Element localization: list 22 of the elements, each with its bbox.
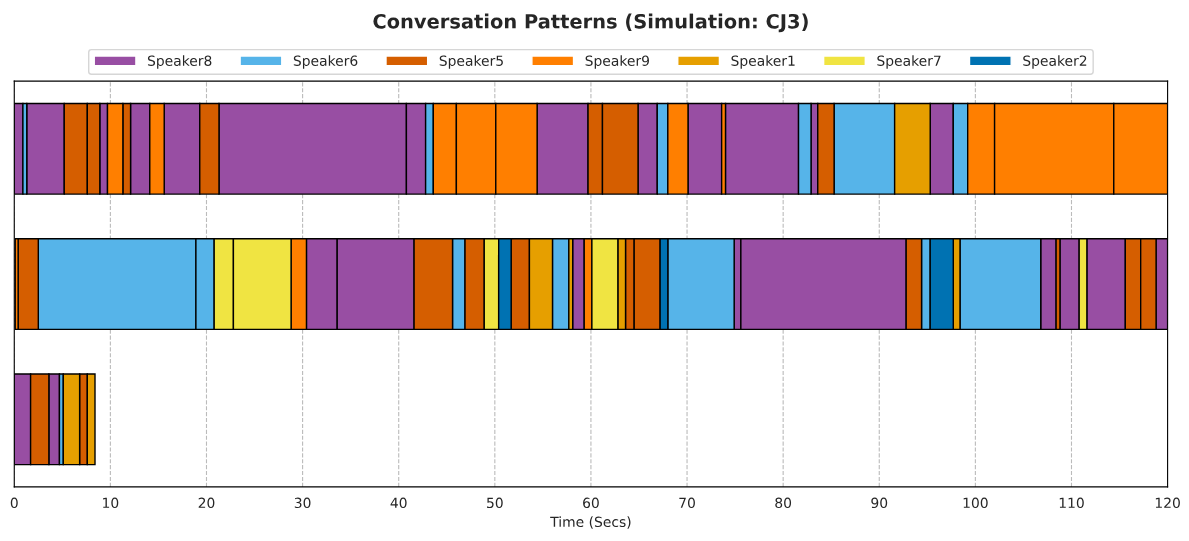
x-tick-label: 50: [487, 497, 503, 509]
legend-label: Speaker8: [147, 55, 212, 69]
x-tick-label: 40: [390, 497, 407, 509]
legend-label: Speaker7: [877, 55, 941, 69]
x-tick-label: 110: [1059, 497, 1084, 509]
x-tick-label: 120: [1155, 497, 1180, 509]
x-tick-label: 20: [198, 497, 215, 509]
legend-label: Speaker2: [1023, 55, 1087, 69]
legend-label: Speaker1: [731, 55, 795, 69]
x-tick-label: 100: [963, 497, 988, 509]
legend-label: Speaker5: [439, 55, 503, 69]
x-tick-label: 90: [871, 497, 888, 509]
chart-title: Conversation Patterns (Simulation: CJ3): [373, 13, 808, 33]
x-tick-label: 0: [10, 497, 18, 509]
x-axis-title: Time (Secs): [550, 516, 631, 529]
x-tick-label: 60: [583, 497, 599, 509]
x-tick-label: 30: [294, 497, 311, 509]
x-tick-label: 80: [775, 497, 792, 509]
legend-label: Speaker6: [293, 55, 358, 69]
legend-label: Speaker9: [585, 55, 649, 69]
x-tick-label: 70: [679, 497, 695, 509]
x-tick-label: 10: [103, 497, 119, 509]
